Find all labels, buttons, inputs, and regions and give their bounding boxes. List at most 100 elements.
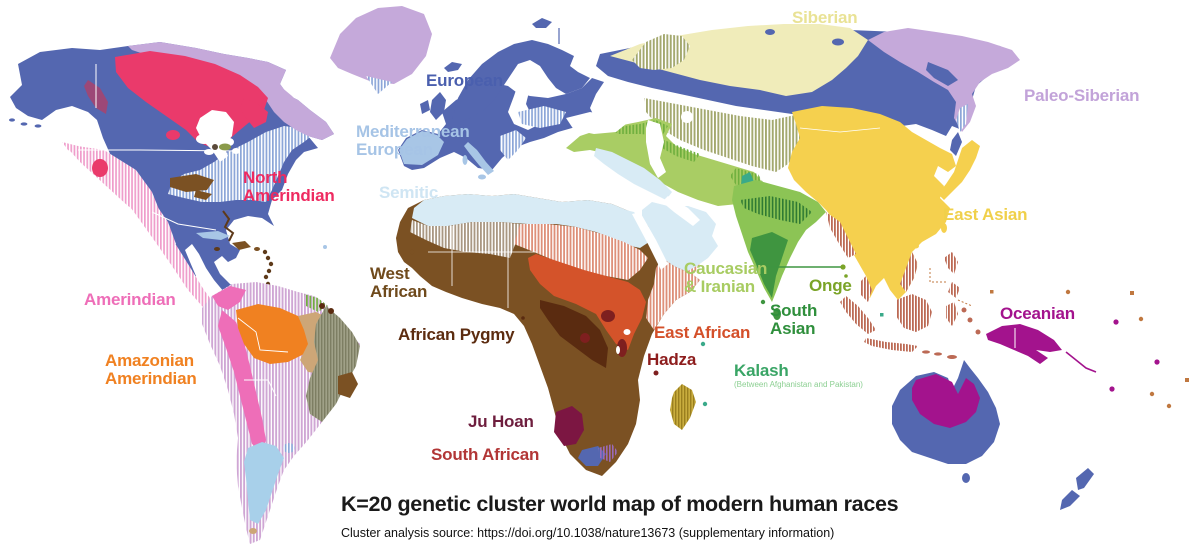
region-new-guinea-oceanian bbox=[986, 324, 1062, 364]
map-source-citation: Cluster analysis source: https://doi.org… bbox=[341, 526, 835, 540]
region-borneo-stripes bbox=[896, 294, 932, 332]
region-greenland-paleo-siberian bbox=[330, 6, 432, 84]
region-congo-pygmy bbox=[540, 300, 608, 368]
region-colorado-amerindian-patch bbox=[92, 159, 108, 177]
region-greenland-tip-stripes bbox=[366, 76, 392, 94]
region-quebec-paleo-siberian bbox=[258, 78, 310, 122]
region-southeast-us-african-patch2 bbox=[194, 190, 212, 200]
new-zealand-south bbox=[1060, 490, 1080, 510]
caspian-sea bbox=[646, 120, 666, 178]
continent-europe bbox=[398, 18, 604, 180]
southeast-asia-islands bbox=[840, 252, 981, 359]
sicily bbox=[478, 174, 486, 180]
region-kamchatka-stripes bbox=[956, 104, 968, 132]
region-vietnam-stripes bbox=[900, 252, 918, 292]
region-scandinavia-european bbox=[452, 40, 590, 122]
region-sulawesi-stripes bbox=[946, 302, 958, 326]
region-arctic-paleo-siberian bbox=[128, 42, 334, 140]
aleutian-island bbox=[20, 122, 28, 126]
lesser-sunda2 bbox=[934, 352, 942, 356]
andaman-dot bbox=[844, 274, 848, 278]
britain bbox=[430, 92, 446, 120]
solomon-islands-chain bbox=[1065, 351, 1097, 373]
region-west-us-amerindian-stripes bbox=[62, 142, 250, 340]
caribbean bbox=[196, 210, 327, 298]
guyana-african-patch2 bbox=[328, 308, 334, 314]
great-lake bbox=[196, 134, 212, 144]
sardinia bbox=[462, 155, 468, 165]
us-mexico-border bbox=[151, 211, 217, 231]
moluccas-dot2 bbox=[967, 317, 973, 323]
region-luzon-stripes bbox=[944, 252, 958, 274]
region-east-asian bbox=[788, 106, 956, 300]
patagonia-tan-patch bbox=[249, 528, 257, 534]
region-east-african bbox=[528, 254, 646, 350]
continent-africa bbox=[396, 194, 708, 476]
region-japan-east-asian bbox=[938, 140, 980, 200]
region-east-brazil-african-patch bbox=[338, 372, 358, 398]
pygmy-patch bbox=[601, 310, 615, 322]
timor bbox=[947, 355, 957, 359]
region-myanmar-stripes bbox=[826, 212, 856, 258]
taiwan bbox=[941, 223, 947, 233]
region-egypt-semitic bbox=[556, 204, 646, 244]
region-argentina-european bbox=[244, 442, 284, 524]
region-mindanao-stripes bbox=[948, 282, 960, 298]
region-ju-hoan bbox=[554, 406, 584, 446]
region-plains-amerindian-patch bbox=[166, 130, 180, 140]
greenland bbox=[330, 6, 432, 94]
region-caucasian-iranian bbox=[566, 118, 762, 206]
region-iberia-mediterranean bbox=[399, 131, 444, 165]
lesser-sunda bbox=[922, 350, 930, 354]
persian-gulf bbox=[662, 196, 700, 226]
cape-verde-dot bbox=[409, 249, 415, 255]
island-leader-line2 bbox=[957, 299, 973, 307]
region-west-sahara-stripes bbox=[410, 220, 520, 258]
lake-victoria bbox=[623, 329, 631, 335]
region-levant-semitic bbox=[594, 148, 672, 200]
region-southeast-europe-stripes bbox=[518, 106, 566, 128]
aral-sea bbox=[681, 111, 693, 123]
indian-ocean-dot2 bbox=[702, 401, 708, 407]
pacific-sample-dots bbox=[990, 289, 1189, 409]
jamaica bbox=[214, 247, 220, 251]
svalbard bbox=[532, 18, 552, 28]
pygmy-patch2 bbox=[580, 333, 590, 343]
ireland bbox=[420, 100, 430, 114]
region-greece-stripes bbox=[500, 130, 526, 160]
region-ural-stripes bbox=[632, 34, 690, 70]
great-lake bbox=[211, 129, 223, 137]
region-madagascar-stripes bbox=[670, 384, 696, 430]
moluccas-dot bbox=[961, 307, 967, 313]
map-title: K=20 genetic cluster world map of modern… bbox=[341, 492, 899, 516]
continent-north-america bbox=[9, 42, 334, 340]
great-lake bbox=[204, 149, 214, 155]
region-sumatra-stripes bbox=[840, 296, 876, 334]
region-uruguay-stripes bbox=[283, 443, 295, 453]
hainan bbox=[913, 243, 919, 249]
continent-north-asia bbox=[596, 24, 1020, 156]
bermuda-dot bbox=[323, 245, 327, 249]
hispaniola bbox=[232, 241, 251, 250]
sakhalin bbox=[950, 132, 962, 156]
west-central-asia bbox=[566, 98, 814, 280]
gulf-of-guinea-dot bbox=[521, 316, 525, 320]
region-texas-amerindian bbox=[120, 180, 176, 244]
region-turkmen-stripes bbox=[662, 140, 700, 162]
region-italy-mediterranean bbox=[464, 142, 494, 175]
great-lakes-dark-patch bbox=[212, 144, 218, 150]
region-east-sahara-stripes bbox=[514, 224, 648, 280]
bahamas-chain bbox=[222, 210, 235, 242]
island-leader-line bbox=[929, 268, 946, 283]
tasmania bbox=[962, 473, 970, 483]
baltic-sea bbox=[508, 64, 540, 130]
region-north-india-stripes bbox=[740, 196, 812, 224]
borneo-sample-square bbox=[880, 313, 884, 317]
black-sea bbox=[566, 112, 626, 134]
siberian-lake-patch bbox=[765, 29, 775, 35]
south-asia bbox=[732, 180, 848, 320]
siberian-lake-patch2 bbox=[832, 38, 844, 46]
region-cape-stripes bbox=[598, 444, 618, 462]
region-magadan-european bbox=[926, 62, 958, 86]
